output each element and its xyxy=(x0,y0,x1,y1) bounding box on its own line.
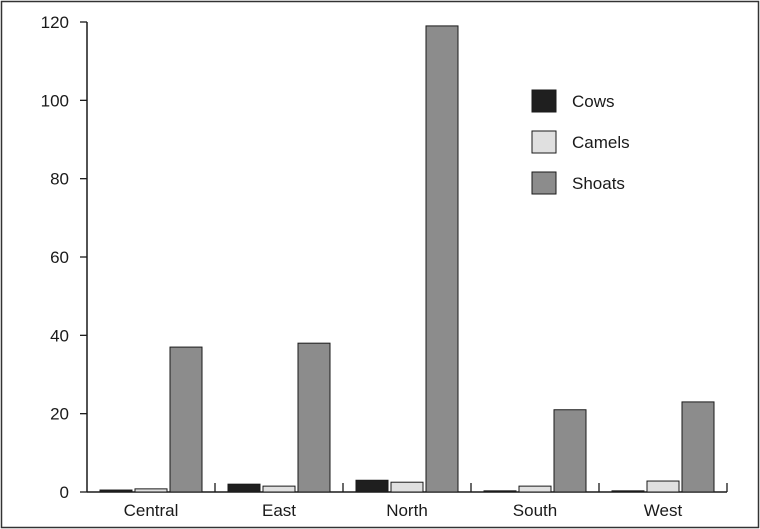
x-tick-label: East xyxy=(262,501,296,520)
y-tick-label: 40 xyxy=(50,326,69,345)
bar-camels-north xyxy=(390,481,424,493)
bar-camels-south xyxy=(518,485,552,493)
bar-shoats-central xyxy=(169,346,203,493)
x-tick-label: North xyxy=(386,501,428,520)
bar-shoats-north xyxy=(425,25,459,493)
bar-cows-central xyxy=(99,489,133,493)
bar-camels-east xyxy=(262,485,296,493)
legend-label-cows: Cows xyxy=(572,92,615,111)
y-tick-label: 120 xyxy=(41,13,69,32)
x-tick-label: Central xyxy=(124,501,179,520)
legend: Cows Camels Shoats xyxy=(531,89,630,195)
bar-shoats-east xyxy=(297,342,331,493)
legend-label-shoats: Shoats xyxy=(572,174,625,193)
y-tick-label: 20 xyxy=(50,405,69,424)
legend-swatch-cows xyxy=(531,89,557,113)
bar-shoats-west xyxy=(681,401,715,493)
axes: 0 20 40 60 80 100 120 Central East North South West xyxy=(41,13,728,520)
bar-shoats-south xyxy=(553,409,587,493)
x-tick-label: West xyxy=(644,501,683,520)
bar-cows-north xyxy=(355,479,389,493)
bar-camels-west xyxy=(646,480,680,493)
bar-camels-central xyxy=(134,488,168,493)
y-tick-label: 80 xyxy=(50,170,69,189)
bars xyxy=(99,25,715,493)
bar-cows-east xyxy=(227,483,261,493)
legend-swatch-shoats xyxy=(531,171,557,195)
y-tick-label: 0 xyxy=(60,483,69,502)
legend-label-camels: Camels xyxy=(572,133,630,152)
x-tick-label: South xyxy=(513,501,557,520)
legend-swatch-camels xyxy=(531,130,557,154)
bar-cows-west xyxy=(611,490,645,493)
bar-cows-south xyxy=(483,490,517,493)
y-tick-label: 100 xyxy=(41,91,69,110)
y-tick-label: 60 xyxy=(50,248,69,267)
